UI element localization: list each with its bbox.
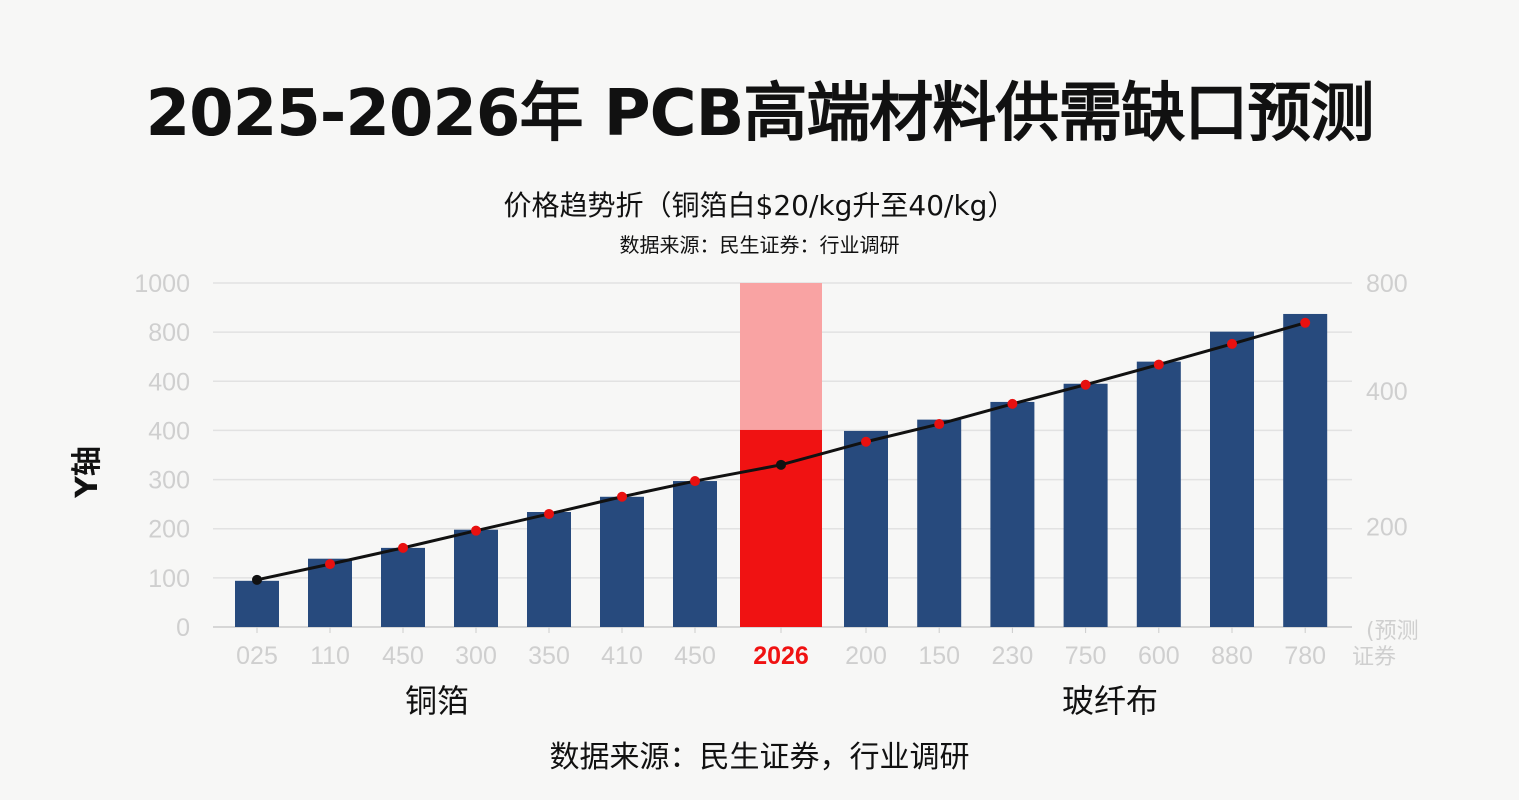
trend-point — [690, 476, 700, 487]
bar — [1136, 361, 1181, 627]
y-tick-label: 200 — [148, 516, 190, 544]
x-tick-label: 600 — [1138, 642, 1180, 670]
y-tick-label: 0 — [176, 614, 190, 642]
bar — [527, 512, 571, 627]
bar — [1283, 313, 1328, 627]
trend-point — [776, 459, 786, 470]
y-tick-label: 1000 — [134, 270, 190, 298]
group-label-copper: 铜箔 — [405, 682, 470, 720]
right-axis-note: 证券 — [1352, 645, 1396, 670]
group-label-glass-fiber: 玻纤布 — [1062, 682, 1159, 720]
trend-point — [471, 525, 481, 536]
x-tick-label: 300 — [455, 642, 497, 670]
y-tick-label: 800 — [148, 319, 190, 347]
trend-point — [398, 542, 408, 553]
x-tick-label: 200 — [845, 642, 887, 670]
right-y-tick-label: 400 — [1366, 378, 1408, 406]
x-tick-label: 230 — [992, 642, 1034, 670]
x-tick-label: 025 — [236, 642, 278, 670]
bar — [917, 419, 962, 627]
y-tick-label: 400 — [148, 368, 190, 396]
right-y-tick-label: 200 — [1366, 514, 1408, 542]
highlight-band — [740, 283, 822, 430]
bar — [1063, 383, 1108, 627]
bar — [740, 429, 822, 627]
trend-point — [617, 491, 627, 502]
right-y-tick-label: 800 — [1366, 270, 1408, 298]
x-tick-label: 450 — [674, 642, 716, 670]
y-tick-label: 100 — [148, 565, 190, 593]
trend-point — [325, 559, 335, 570]
x-tick-label: 110 — [310, 642, 350, 670]
y-tick-label: 400 — [148, 417, 190, 445]
bar — [990, 401, 1035, 627]
chart-title: 2025-2026年 PCB高端材料供需缺口预测 — [145, 77, 1375, 151]
bar — [673, 481, 717, 627]
bar — [454, 529, 498, 627]
trend-point — [1227, 338, 1237, 349]
x-tick-label: 880 — [1211, 642, 1253, 670]
trend-point — [544, 508, 554, 519]
x-tick-label: 410 — [601, 642, 643, 670]
y-tick-label: 300 — [148, 467, 190, 495]
x-tick-label: 2026 — [753, 642, 809, 670]
x-tick-label: 780 — [1284, 642, 1326, 670]
source-bottom: 数据来源：民生证券，行业调研 — [549, 740, 970, 775]
right-axis-note: (预测 — [1366, 619, 1419, 644]
bar — [600, 496, 644, 627]
bar — [308, 558, 352, 627]
source-top: 数据来源：民生证券：行业调研 — [619, 233, 900, 257]
trend-point — [252, 574, 262, 585]
bar — [381, 547, 425, 627]
trend-point — [1080, 379, 1091, 390]
trend-point — [1300, 317, 1311, 328]
bar — [235, 580, 279, 627]
trend-point — [1153, 359, 1164, 370]
trend-point — [934, 419, 945, 430]
x-tick-label: 450 — [382, 642, 424, 670]
trend-point — [861, 436, 871, 447]
trend-point — [1007, 398, 1018, 409]
bar — [844, 430, 888, 627]
x-tick-label: 350 — [528, 642, 570, 670]
x-tick-label: 150 — [918, 642, 960, 670]
x-tick-label: 750 — [1065, 642, 1107, 670]
bar — [1210, 331, 1254, 627]
chart-subtitle: 价格趋势折（铜箔白$20/kg升至40/kg） — [503, 189, 1016, 222]
